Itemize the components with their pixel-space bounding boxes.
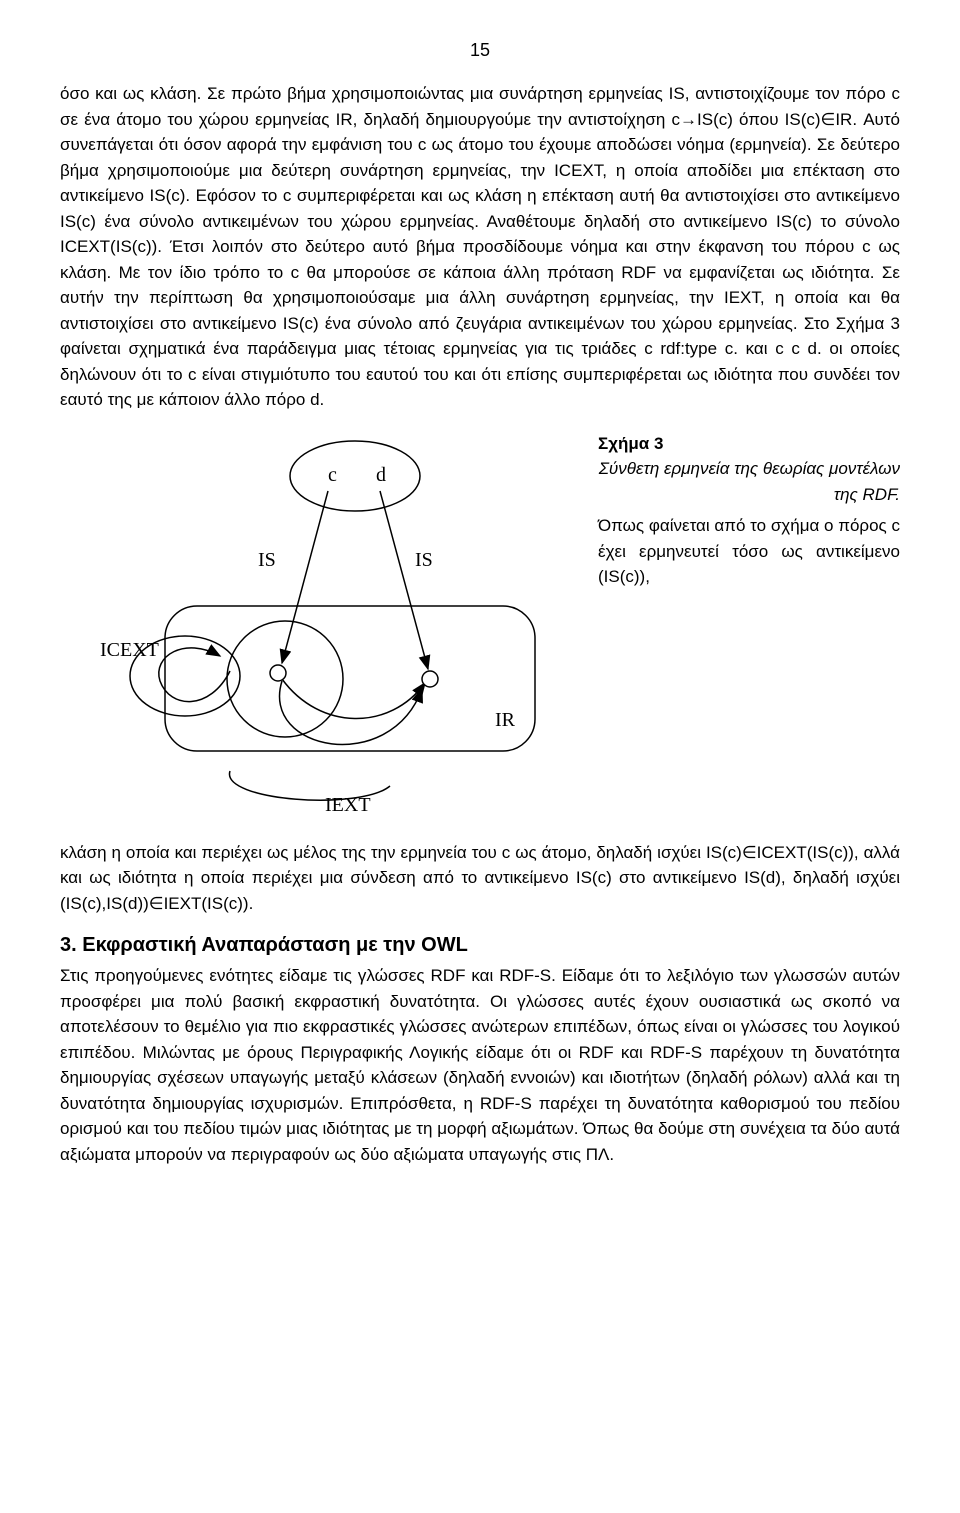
figure-3-block: c d bbox=[60, 431, 900, 826]
node-is-d bbox=[422, 671, 438, 687]
figure-3-caption-text: Όπως φαίνεται από το σχήμα ο πόρος c έχε… bbox=[598, 516, 900, 586]
label-icext: ICEXT bbox=[100, 639, 159, 661]
label-d: d bbox=[376, 464, 386, 486]
paragraph-1: όσο και ως κλάση. Σε πρώτο βήμα χρησιμοπ… bbox=[60, 81, 900, 413]
label-c: c bbox=[328, 464, 337, 486]
label-is-right: IS bbox=[415, 549, 433, 571]
paragraph-2: κλάση η οποία και περιέχει ως μέλος της … bbox=[60, 840, 900, 917]
section-3-heading: 3. Εκφραστική Αναπαράσταση με την OWL bbox=[60, 934, 900, 957]
icext-arrow bbox=[159, 647, 230, 701]
page-number: 15 bbox=[60, 40, 900, 61]
figure-3-caption-title: Σχήμα 3 bbox=[598, 434, 663, 453]
page: 15 όσο και ως κλάση. Σε πρώτο βήμα χρησι… bbox=[0, 0, 960, 1225]
iext-link-arrow bbox=[282, 679, 425, 719]
label-ir: IR bbox=[495, 709, 516, 731]
figure-3-diagram: c d bbox=[60, 431, 580, 826]
figure-3-caption: Σχήμα 3 Σύνθετη ερμηνεία της θεωρίας μον… bbox=[598, 431, 900, 590]
figure-3-caption-subtitle: Σύνθετη ερμηνεία της θεωρίας μοντέλων τη… bbox=[598, 456, 900, 507]
diagram-svg: c d bbox=[60, 431, 580, 821]
ir-container bbox=[165, 606, 535, 751]
label-iext: IEXT bbox=[325, 794, 371, 816]
is-arrow-right bbox=[380, 491, 428, 669]
label-is-left: IS bbox=[258, 549, 276, 571]
is-arrow-left bbox=[282, 491, 328, 663]
top-vocab-ellipse bbox=[290, 441, 420, 511]
inner-class-circle bbox=[227, 621, 343, 737]
paragraph-3: Στις προηγούμενες ενότητες είδαμε τις γλ… bbox=[60, 963, 900, 1167]
node-is-c bbox=[270, 665, 286, 681]
